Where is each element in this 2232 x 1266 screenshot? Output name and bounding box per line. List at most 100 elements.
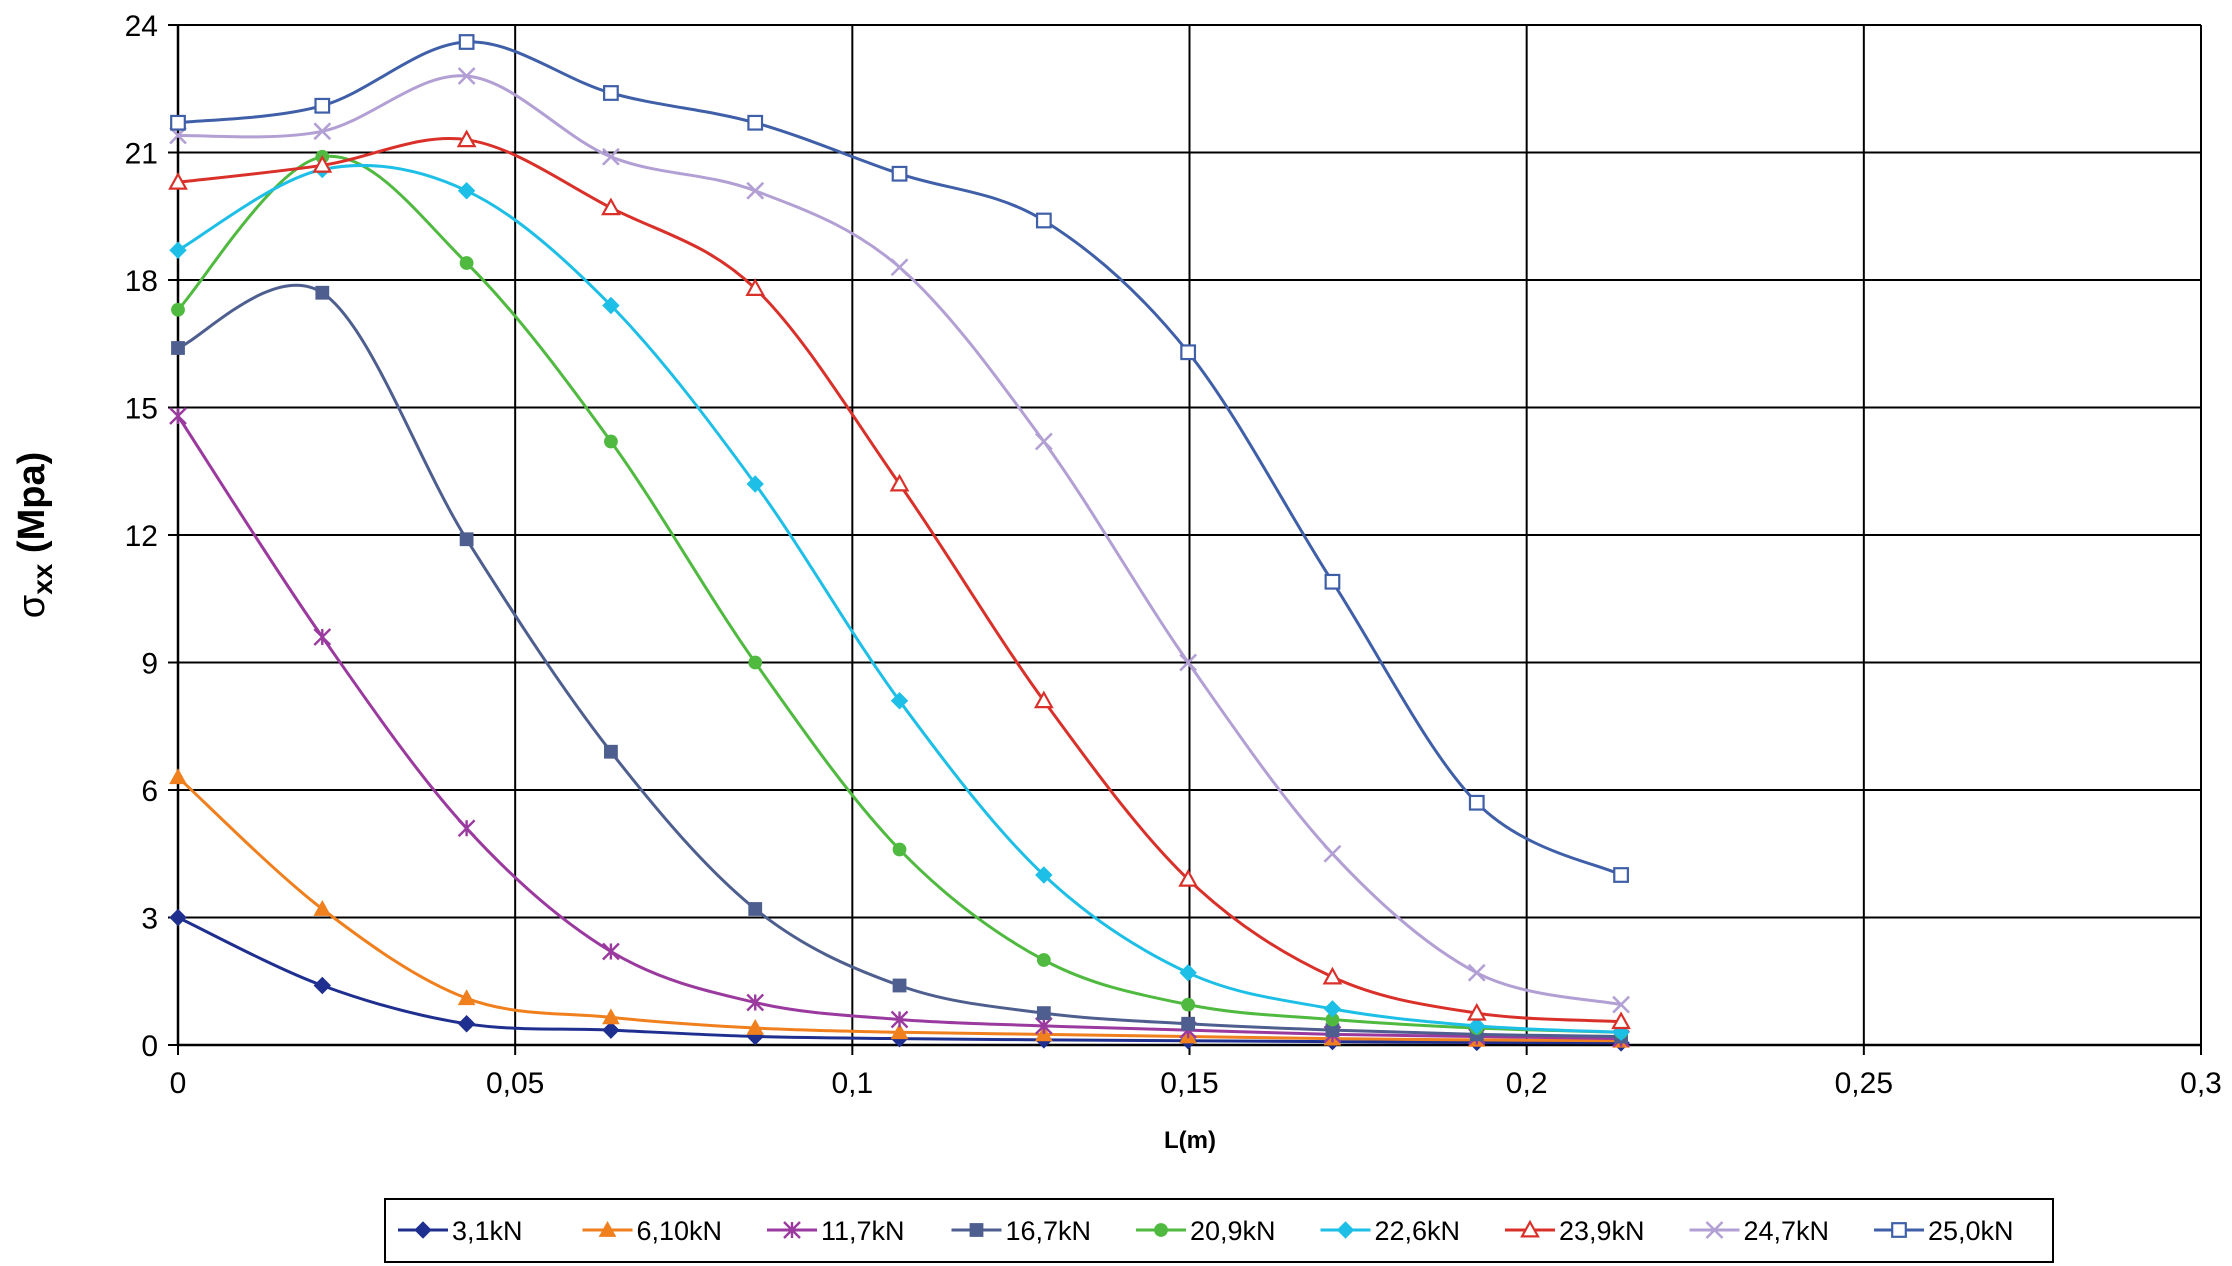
x-tick-label: 0,2	[1506, 1067, 1548, 1100]
data-point	[604, 434, 618, 449]
data-point	[890, 1010, 909, 1029]
data-point	[458, 34, 475, 50]
legend-label: 22,6kN	[1375, 1216, 1461, 1246]
data-point	[457, 819, 476, 838]
data-point	[313, 899, 332, 916]
data-point	[1036, 1006, 1051, 1021]
data-point	[1181, 1016, 1196, 1031]
data-point	[1324, 573, 1341, 590]
series-group	[168, 34, 1631, 1052]
data-point	[892, 842, 907, 857]
data-point	[457, 67, 476, 85]
y-tick-label: 18	[125, 265, 158, 298]
legend-marker	[1520, 1219, 1540, 1238]
data-point	[457, 1015, 476, 1033]
data-point	[746, 475, 764, 493]
x-axis-label: L(m)	[1164, 1127, 1216, 1154]
legend-entry: 24,7kN	[1689, 1216, 1830, 1246]
series-line	[177, 40, 1622, 877]
data-point	[1611, 1011, 1631, 1030]
data-point	[314, 97, 331, 114]
legend-label: 6,10kN	[637, 1216, 723, 1246]
data-point	[602, 942, 620, 961]
legend-entry: 6,10kN	[582, 1216, 723, 1246]
series-8	[170, 34, 1629, 883]
x-tick-label: 0,05	[486, 1067, 544, 1100]
data-point	[1178, 868, 1199, 887]
data-point	[1034, 1017, 1053, 1035]
series-line	[177, 283, 1622, 1038]
x-tick-label: 0,1	[831, 1067, 873, 1100]
legend-label: 23,9kN	[1559, 1216, 1645, 1246]
data-point	[313, 628, 332, 646]
data-point	[457, 182, 476, 200]
y-tick-label: 21	[125, 138, 158, 171]
series-line	[176, 415, 1622, 1041]
data-point	[602, 147, 620, 166]
data-point	[313, 976, 332, 995]
data-point	[171, 341, 185, 355]
y-tick-label: 24	[125, 10, 158, 43]
data-point	[313, 122, 332, 141]
data-point	[168, 171, 188, 190]
data-point	[1035, 212, 1052, 229]
data-point	[315, 285, 330, 300]
legend: 3,1kN 6,10kN 11,7kN 16,7kN 20,9kN 22,6kN 23,9k…	[384, 1198, 2054, 1263]
data-point	[1180, 344, 1197, 361]
y-axis-label-sub: xx	[27, 563, 58, 595]
data-point	[1466, 1002, 1487, 1021]
legend-entry: 23,9kN	[1505, 1216, 1645, 1246]
legend-marker	[598, 1220, 617, 1237]
legend-entry: 22,6kN	[1320, 1216, 1461, 1246]
series-6	[168, 129, 1631, 1030]
data-point	[603, 85, 619, 101]
y-axis-label: σxx (Mpa)	[11, 452, 58, 618]
data-point	[1179, 653, 1198, 672]
legend-label: 25,0kN	[1928, 1216, 2014, 1246]
series-3	[171, 283, 1628, 1044]
data-point	[456, 129, 477, 148]
legend-label: 16,7kN	[1006, 1216, 1092, 1246]
series-line	[176, 154, 1622, 1034]
data-point	[1179, 964, 1197, 982]
x-tick-label: 0	[170, 1067, 187, 1100]
data-point	[604, 744, 618, 759]
data-point	[745, 278, 766, 296]
data-point	[602, 1008, 620, 1025]
tick-labels: 0 3 6 9 12 15 18 21 24 0 0,05 0,1 0,15 0,2 0,25 0,3	[125, 10, 2222, 1100]
series-line	[177, 163, 1622, 1034]
x-tick-label: 0,15	[1160, 1067, 1218, 1100]
data-point	[746, 181, 765, 200]
data-point	[746, 1018, 765, 1035]
legend-box	[384, 1198, 2054, 1263]
legend-entry: 20,9kN	[1136, 1216, 1276, 1246]
legend-marker	[783, 1221, 801, 1239]
data-point	[459, 532, 474, 547]
data-point	[1467, 963, 1486, 982]
data-point	[1612, 995, 1630, 1014]
series-line	[177, 137, 1622, 1024]
y-axis-label-main: σ	[11, 595, 53, 618]
data-point	[748, 655, 763, 670]
legend-marker	[1891, 1222, 1907, 1238]
data-point	[1323, 1000, 1342, 1018]
legend-marker	[1336, 1221, 1355, 1239]
data-point	[1613, 867, 1629, 883]
data-point	[312, 154, 333, 173]
legend-marker	[969, 1223, 984, 1237]
data-point	[748, 902, 763, 916]
data-point	[1036, 953, 1051, 967]
x-tick-label: 0,3	[2180, 1067, 2222, 1100]
y-axis-label-unit: (Mpa)	[11, 452, 53, 564]
data-point	[169, 908, 187, 927]
data-point	[169, 241, 187, 259]
legend-label: 11,7kN	[821, 1216, 905, 1246]
legend-marker	[1705, 1221, 1724, 1239]
y-tick-label: 6	[141, 775, 158, 808]
legend-entry: 3,1kN	[398, 1216, 523, 1246]
legend-label: 24,7kN	[1744, 1216, 1830, 1246]
y-tick-label: 9	[141, 648, 158, 681]
data-point	[171, 302, 185, 317]
series-line	[177, 74, 1622, 1007]
